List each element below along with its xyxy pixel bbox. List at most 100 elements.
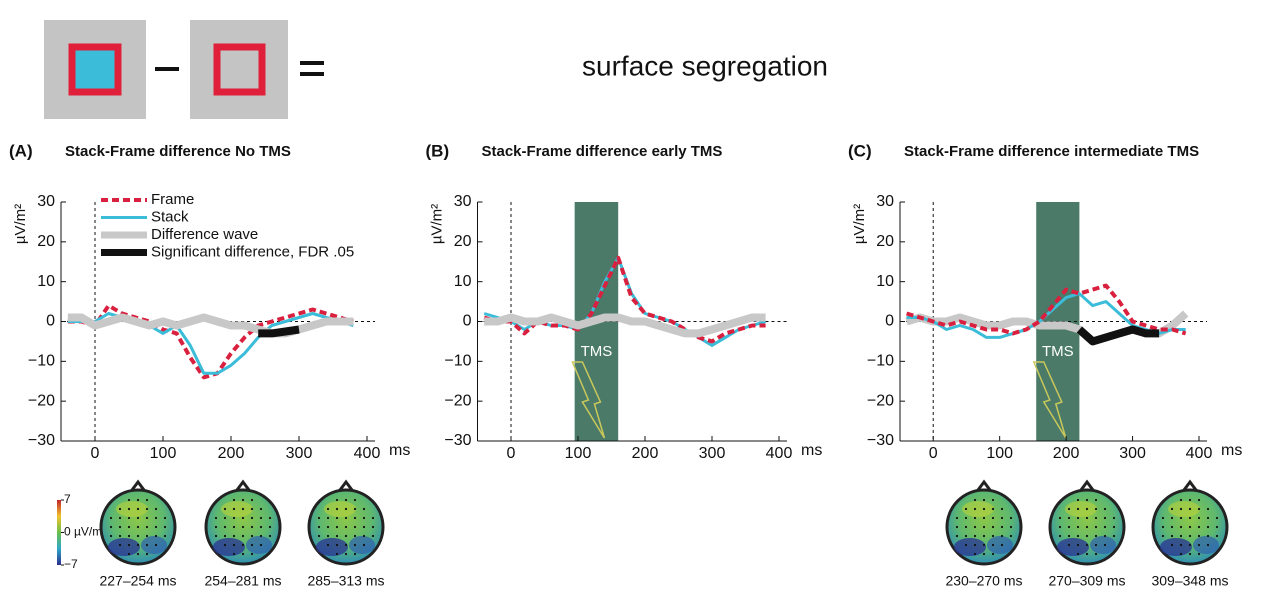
electrode [1206, 534, 1210, 538]
electrode [1179, 534, 1183, 538]
x-tick-label: 0 [507, 445, 516, 462]
electrode [109, 525, 113, 529]
electrode [1103, 525, 1107, 529]
electrode [259, 534, 263, 538]
electrode [214, 516, 218, 520]
electrode [1094, 498, 1098, 502]
electrode [250, 498, 254, 502]
electrode [982, 534, 986, 538]
topomap-label: 227–254 ms [99, 573, 176, 589]
y-tick-label: −10 [444, 353, 471, 370]
electrode [1215, 525, 1219, 529]
x-tick-label: 100 [565, 445, 592, 462]
electrode [1058, 525, 1062, 529]
electrode [991, 525, 995, 529]
x-tick-label: 300 [286, 445, 313, 462]
electrode [232, 516, 236, 520]
electrode [335, 552, 339, 556]
electrode [1000, 543, 1004, 547]
equals-sign [300, 72, 324, 76]
electrode [1103, 516, 1107, 520]
topomap-negative [108, 538, 140, 556]
y-tick-label: −30 [867, 432, 894, 449]
legend-label: Frame [151, 191, 194, 208]
x-tick-label: 200 [218, 445, 245, 462]
topomap-label: 270–309 ms [1048, 573, 1125, 589]
electrode [1067, 525, 1071, 529]
electrode [335, 534, 339, 538]
electrode [1197, 498, 1201, 502]
chart-title: Stack-Frame difference intermediate TMS [904, 143, 1199, 160]
electrode [136, 543, 140, 547]
series-line [1076, 325, 1160, 346]
electrode [268, 525, 272, 529]
electrode [1197, 516, 1201, 520]
electrode [1067, 507, 1071, 511]
frame-icon [190, 20, 288, 119]
y-tick-label: −10 [28, 353, 55, 370]
x-tick-label: 400 [1186, 445, 1213, 462]
y-tick-label: 20 [876, 233, 894, 250]
electrode [1094, 552, 1098, 556]
topomap-label: 309–348 ms [1151, 573, 1228, 589]
y-tick-label: 30 [37, 193, 55, 210]
electrode [1170, 534, 1174, 538]
electrode [1206, 516, 1210, 520]
electrode [973, 516, 977, 520]
electrode [109, 516, 113, 520]
colorbar [57, 500, 61, 565]
topomap-label: 254–281 ms [204, 573, 281, 589]
x-tick-label: 400 [354, 445, 381, 462]
topomap-nose [1182, 479, 1198, 491]
electrode [991, 498, 995, 502]
topomap-nose [1079, 479, 1095, 491]
topomap-negative [246, 536, 272, 554]
electrode [1076, 516, 1080, 520]
electrode [1197, 552, 1201, 556]
chart-title: Stack-Frame difference No TMS [65, 143, 291, 160]
y-tick-label: −10 [867, 353, 894, 370]
electrode [353, 516, 357, 520]
electrode [982, 525, 986, 529]
series-line [484, 313, 766, 338]
electrode [1000, 516, 1004, 520]
electrode [250, 543, 254, 547]
electrode [145, 552, 149, 556]
electrode [1188, 516, 1192, 520]
electrode [1000, 525, 1004, 529]
electrode [1188, 507, 1192, 511]
topomap-negative [1160, 538, 1192, 556]
electrode [127, 525, 131, 529]
electrode [232, 543, 236, 547]
electrode [214, 534, 218, 538]
electrode [1094, 543, 1098, 547]
electrode [362, 507, 366, 511]
electrode [982, 543, 986, 547]
electrode [1094, 534, 1098, 538]
electrode [362, 543, 366, 547]
electrode [973, 498, 977, 502]
electrode [1170, 525, 1174, 529]
electrode [973, 507, 977, 511]
electrode [1179, 525, 1183, 529]
stack-square [68, 43, 122, 96]
electrode [353, 498, 357, 502]
topomap-negative [316, 538, 348, 556]
electrode [250, 516, 254, 520]
legend-label: Significant difference, FDR .05 [151, 243, 354, 260]
electrode [1197, 534, 1201, 538]
electrode [241, 498, 245, 502]
electrode [259, 516, 263, 520]
electrode [335, 498, 339, 502]
electrode [259, 525, 263, 529]
y-tick-label: −20 [28, 392, 55, 409]
electrode [344, 543, 348, 547]
topomap-negative [987, 536, 1013, 554]
electrode [145, 525, 149, 529]
electrode [118, 525, 122, 529]
electrode [1076, 552, 1080, 556]
electrode [1058, 516, 1062, 520]
electrode [241, 525, 245, 529]
electrode [335, 507, 339, 511]
